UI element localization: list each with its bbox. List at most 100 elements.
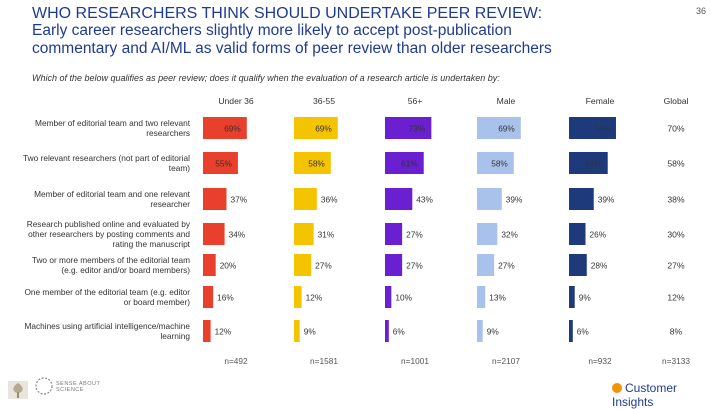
- global-value-7: 8%: [670, 327, 683, 337]
- bar-3-5: [385, 254, 403, 276]
- survey-question: Which of the below qualifies as peer rev…: [32, 73, 500, 83]
- value-label-4-7: 9%: [487, 327, 500, 337]
- bar-1-1: [203, 117, 247, 139]
- value-label-4-4: 32%: [501, 230, 518, 240]
- category-label-5: Two or more members of the editorial tea…: [32, 255, 190, 275]
- sample-size-label-2: n=1581: [310, 356, 338, 366]
- value-label-1-6: 16%: [217, 293, 234, 303]
- bar-3-4: [385, 223, 403, 245]
- category-label-6: One member of the editorial team (e.g. e…: [24, 287, 190, 307]
- sample-size-label-3: n=1001: [401, 356, 429, 366]
- value-label-3-7: 6%: [393, 327, 406, 337]
- global-value-4: 30%: [667, 230, 685, 240]
- bar-3-7: [385, 320, 389, 342]
- value-label-2-1: 69%: [315, 124, 332, 134]
- global-sample-size-label: n=3133: [662, 356, 690, 366]
- bar-2-2: [294, 152, 331, 174]
- bar-2-1: [294, 117, 338, 139]
- value-label-4-5: 27%: [498, 261, 515, 271]
- bar-1-2: [203, 152, 238, 174]
- bar-1-6: [203, 286, 214, 308]
- bar-2-7: [294, 320, 300, 342]
- value-label-2-6: 12%: [306, 293, 323, 303]
- sample-size-label-4: n=2107: [492, 356, 520, 366]
- value-label-1-5: 20%: [220, 261, 237, 271]
- category-label-4: Research published online and evaluated …: [27, 219, 191, 249]
- global-value-6: 12%: [667, 293, 685, 303]
- bar-5-2: [569, 152, 608, 174]
- sense-logo-text: SENSE ABOUT SCIENCE: [56, 381, 101, 393]
- page-number: 36: [695, 6, 706, 16]
- value-label-5-6: 9%: [579, 293, 592, 303]
- title-heading: WHO RESEARCHERS THINK SHOULD UNDERTAKE P…: [32, 5, 543, 22]
- category-label-1: Member of editorial team and two relevan…: [35, 118, 191, 138]
- bar-5-3: [569, 188, 594, 210]
- value-label-5-4: 26%: [590, 230, 607, 240]
- value-label-3-3: 43%: [416, 195, 433, 205]
- title-block: WHO RESEARCHERS THINK SHOULD UNDERTAKE P…: [32, 5, 672, 57]
- value-label-1-7: 12%: [215, 327, 232, 337]
- value-label-3-1: 73%: [409, 124, 426, 134]
- value-label-4-2: 58%: [491, 159, 508, 169]
- bar-5-6: [569, 286, 575, 308]
- series-header-1: Under 36: [218, 96, 254, 106]
- bar-3-2: [385, 152, 424, 174]
- category-label-2: Two relevant researchers (not part of ed…: [23, 153, 190, 173]
- value-label-2-4: 31%: [318, 230, 335, 240]
- value-label-1-3: 37%: [230, 195, 247, 205]
- bar-4-2: [477, 152, 514, 174]
- value-label-2-3: 36%: [321, 195, 338, 205]
- category-label-7: Machines using artificial intelligence/m…: [24, 321, 190, 341]
- bar-4-4: [477, 223, 498, 245]
- value-label-2-5: 27%: [315, 261, 332, 271]
- sense-circle-icon: [35, 377, 53, 395]
- value-label-3-4: 27%: [406, 230, 423, 240]
- bar-3-1: [385, 117, 432, 139]
- bar-4-7: [477, 320, 483, 342]
- bar-2-4: [294, 223, 314, 245]
- bar-3-6: [385, 286, 392, 308]
- bar-1-7: [203, 320, 211, 342]
- bar-4-3: [477, 188, 502, 210]
- value-label-5-3: 39%: [598, 195, 615, 205]
- title-subheading-line2: commentary and AI/ML as valid forms of p…: [32, 39, 552, 57]
- value-label-1-4: 34%: [229, 230, 246, 240]
- value-label-5-2: 61%: [585, 159, 602, 169]
- bar-4-1: [477, 117, 521, 139]
- customer-insights-dot-icon: [612, 383, 622, 393]
- value-label-3-2: 61%: [401, 159, 418, 169]
- value-label-1-2: 55%: [215, 159, 232, 169]
- value-label-3-5: 27%: [406, 261, 423, 271]
- sample-size-label-1: n=492: [224, 356, 248, 366]
- value-label-4-3: 39%: [506, 195, 523, 205]
- bar-4-5: [477, 254, 495, 276]
- bar-1-5: [203, 254, 216, 276]
- global-value-3: 38%: [667, 195, 685, 205]
- value-label-1-1: 69%: [224, 124, 241, 134]
- global-value-1: 70%: [667, 124, 685, 134]
- bar-2-6: [294, 286, 302, 308]
- bar-1-4: [203, 223, 225, 245]
- series-header-3: 56+: [408, 96, 423, 106]
- series-header-5: Female: [586, 96, 615, 106]
- bar-5-5: [569, 254, 587, 276]
- bar-2-3: [294, 188, 317, 210]
- value-label-2-2: 58%: [308, 159, 325, 169]
- bar-2-5: [294, 254, 312, 276]
- global-value-2: 58%: [667, 159, 685, 169]
- global-header: Global: [664, 96, 689, 106]
- value-label-3-6: 10%: [395, 293, 412, 303]
- value-label-2-7: 9%: [304, 327, 317, 337]
- value-label-5-1: 74%: [593, 124, 610, 134]
- bar-5-1: [569, 117, 616, 139]
- value-label-4-1: 69%: [498, 124, 515, 134]
- bar-4-6: [477, 286, 486, 308]
- value-label-4-6: 13%: [489, 293, 506, 303]
- value-label-5-7: 6%: [577, 327, 590, 337]
- bar-1-3: [203, 188, 227, 210]
- sample-size-label-5: n=932: [588, 356, 612, 366]
- elsevier-tree-icon: [8, 381, 28, 399]
- global-value-5: 27%: [667, 261, 685, 271]
- title-subheading-line1: Early career researchers slightly more l…: [32, 22, 512, 39]
